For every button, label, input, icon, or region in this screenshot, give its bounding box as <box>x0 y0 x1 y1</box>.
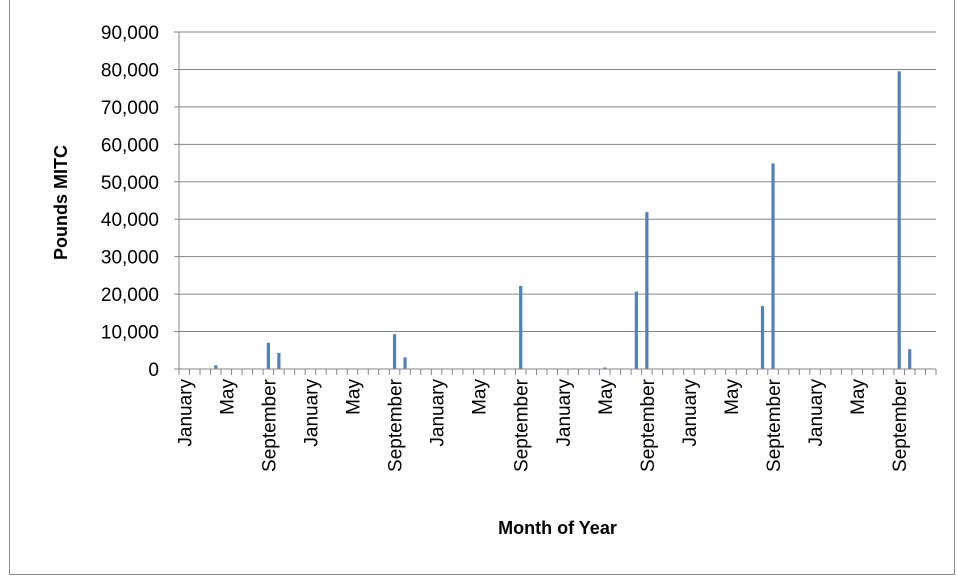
y-tick-label: 0 <box>148 360 159 381</box>
x-axis <box>178 368 937 375</box>
x-tick-label: September <box>259 378 280 472</box>
bar-september-8 <box>266 342 270 369</box>
bar-may-40 <box>603 367 607 369</box>
y-tick-label: 20,000 <box>101 285 159 306</box>
x-tick-label: January <box>680 379 701 447</box>
y-tick-label: 70,000 <box>101 98 159 119</box>
x-tick-label: May <box>470 379 491 415</box>
bar-august-43 <box>634 291 638 369</box>
x-tick-label: September <box>890 378 911 472</box>
y-tick-label: 60,000 <box>101 135 159 156</box>
gridlines <box>174 31 936 370</box>
bar-october-69 <box>908 349 912 369</box>
bar-august-55 <box>760 306 765 369</box>
x-tick-label: May <box>596 379 617 415</box>
bar-september-68 <box>897 71 901 370</box>
bars <box>214 71 912 370</box>
bar-april-3 <box>214 365 218 369</box>
x-tick-label: May <box>343 379 364 415</box>
x-tick-label: September <box>764 378 785 472</box>
x-tick-label: January <box>175 379 196 447</box>
y-tick-label: 10,000 <box>101 323 159 344</box>
y-tick-label: 90,000 <box>101 23 159 44</box>
bar-october-21 <box>403 357 407 369</box>
x-tick-label: January <box>554 379 575 447</box>
x-tick-label: September <box>512 378 533 472</box>
bar-october-9 <box>277 352 281 369</box>
x-tick-label: January <box>301 379 322 447</box>
x-tick-label: September <box>638 378 659 472</box>
y-tick-label: 80,000 <box>101 60 159 81</box>
bar-september-20 <box>392 334 397 369</box>
x-tick-label: May <box>848 379 869 415</box>
y-tick-label: 40,000 <box>101 210 159 231</box>
y-tick-label: 30,000 <box>101 248 159 269</box>
y-tick-label: 50,000 <box>101 173 159 194</box>
x-axis-title: Month of Year <box>498 518 617 538</box>
x-tick-label: January <box>806 379 827 447</box>
chart-frame <box>9 0 955 575</box>
x-tick-label: May <box>217 379 238 415</box>
bar-september-32 <box>519 285 523 369</box>
y-axis-title: Pounds MITC <box>51 145 71 260</box>
bar-september-44 <box>645 212 649 369</box>
x-tick-label: May <box>722 379 743 415</box>
x-tick-label: September <box>386 378 407 472</box>
x-tick-label: January <box>428 379 449 447</box>
x-axis-tick-labels: January May September January May September Ja… <box>175 378 911 472</box>
bar-september-56 <box>771 163 775 369</box>
y-axis-tick-labels: 0 10,000 20,000 30,000 40,000 50,000 60,000 70,… <box>101 23 159 381</box>
